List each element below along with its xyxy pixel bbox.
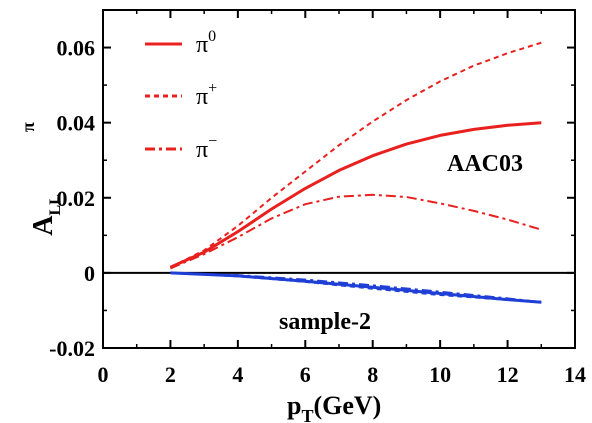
- axis-ticks: [102, 9, 576, 349]
- series-line-5: [170, 271, 542, 304]
- y-tick-label: 0.06: [57, 36, 96, 61]
- legend-label-pi0: π0: [196, 28, 216, 58]
- x-tick-label: 2: [165, 362, 176, 387]
- x-tick-label: 6: [300, 362, 311, 387]
- y-tick-label: 0.04: [57, 111, 96, 136]
- legend: π0 π+ π−: [145, 28, 217, 163]
- plot-frame: [102, 9, 576, 349]
- x-tick-label: 10: [429, 362, 451, 387]
- x-tick-label: 12: [497, 362, 519, 387]
- series-line-1: [169, 41, 542, 269]
- y-tick-labels: -0.02 0 0.02 0.04 0.06: [49, 36, 95, 361]
- y-axis-title-superscript: π: [18, 122, 38, 132]
- y-tick-label: 0: [84, 261, 95, 286]
- x-axis-title: pT(GeV): [287, 391, 381, 423]
- annotation-aac03: AAC03: [447, 151, 523, 177]
- y-tick-label: 0.02: [57, 186, 96, 211]
- x-tick-labels: 0 2 4 6 8 10 12 14: [98, 362, 587, 387]
- series-line-0: [169, 121, 542, 269]
- legend-label-pi-minus: π−: [196, 133, 217, 163]
- series-group: [169, 41, 542, 304]
- x-tick-label: 4: [232, 362, 243, 387]
- x-tick-label: 14: [564, 362, 586, 387]
- series-line-2: [170, 193, 542, 270]
- y-axis-title: ALL: [28, 194, 64, 236]
- legend-label-pi-plus: π+: [196, 80, 217, 110]
- x-tick-label: 8: [367, 362, 378, 387]
- series-line-4: [170, 271, 542, 303]
- y-tick-label: -0.02: [49, 336, 95, 361]
- x-tick-label: 0: [98, 362, 109, 387]
- annotation-sample-2: sample-2: [279, 309, 371, 335]
